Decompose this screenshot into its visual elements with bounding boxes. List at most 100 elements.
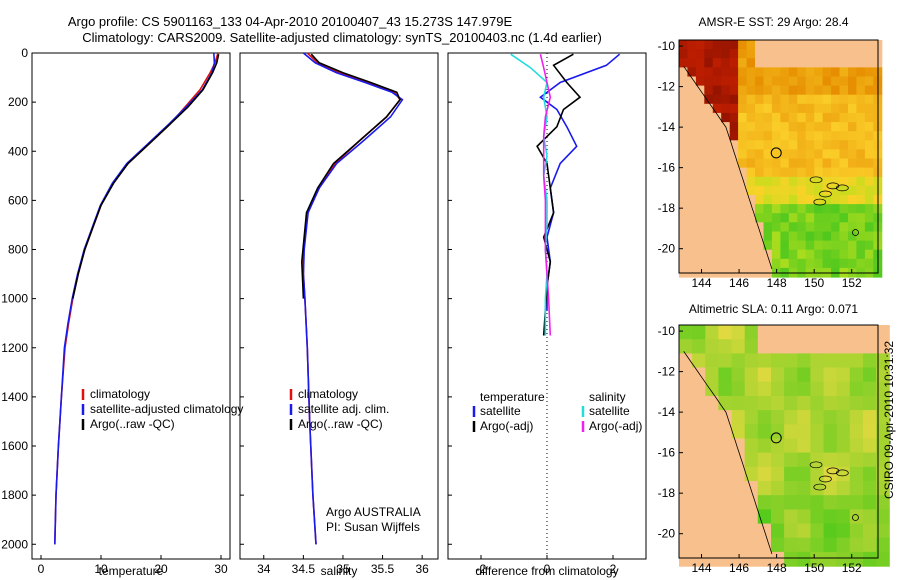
sla-map-cell: [732, 495, 746, 510]
sst-map-cell: [814, 149, 823, 159]
sla-map-cell: [797, 410, 811, 425]
temperature-xlabel: temperature: [99, 564, 164, 578]
sst-map-cell: [738, 232, 747, 242]
sla-map-cell: [679, 453, 693, 468]
sst-map-cell: [865, 186, 874, 196]
sst-map-cell: [848, 122, 857, 132]
sst-map-cell: [696, 95, 705, 105]
sla-map-cell: [758, 410, 772, 425]
sla-xtick-label: 146: [729, 561, 749, 575]
sla-map-cell: [824, 396, 838, 411]
sst-map-cell: [814, 213, 823, 223]
sla-map-cell: [771, 495, 785, 510]
sst-map-cell: [755, 204, 764, 214]
sla-map-cell: [850, 410, 864, 425]
sst-map-cell: [764, 40, 773, 50]
sla-map-cell: [732, 410, 746, 425]
sst-map-cell: [856, 159, 865, 169]
sla-map-cell: [705, 439, 719, 454]
sst-xtick-label: 150: [804, 276, 824, 290]
sst-map-cell: [823, 250, 832, 260]
sst-map-cell: [856, 168, 865, 178]
sst-map-cell: [687, 168, 696, 178]
sla-map-cell: [718, 509, 732, 524]
sst-map-cell: [772, 232, 781, 242]
sst-map-cell: [764, 232, 773, 242]
sla-map-cell: [784, 424, 798, 439]
sla-map-cell: [771, 538, 785, 553]
sst-map-cell: [747, 113, 756, 123]
sst-map-cell: [713, 49, 722, 59]
sla-map-cell: [758, 382, 772, 397]
sst-map-cell: [865, 104, 874, 114]
sla-map-cell: [705, 368, 719, 383]
sst-map-cell: [797, 40, 806, 50]
sst-map-cell: [865, 58, 874, 68]
sla-map-cell: [718, 339, 732, 354]
sla-ytick-label: -12: [658, 365, 676, 379]
sla-map-cell: [810, 467, 824, 482]
sla-map-cell: [771, 481, 785, 496]
sst-map-cell: [730, 122, 739, 132]
sst-map-cell: [797, 58, 806, 68]
sla-map-cell: [758, 396, 772, 411]
sst-map-cell: [679, 67, 688, 77]
sla-map-cell: [745, 382, 759, 397]
sst-map-cell: [789, 222, 798, 232]
sla-map-cell: [824, 538, 838, 553]
sst-map-cell: [696, 259, 705, 269]
sla-map-cell: [771, 509, 785, 524]
depth-ytick-label: 1000: [1, 292, 28, 306]
sst-map-cell: [772, 113, 781, 123]
sst-map-cell: [823, 232, 832, 242]
sst-map-cell: [797, 122, 806, 132]
sst-map-cell: [687, 177, 696, 187]
sla-map-cell: [824, 453, 838, 468]
sla-map-cell: [745, 453, 759, 468]
sst-map-cell: [772, 86, 781, 96]
sst-map-cell: [764, 67, 773, 77]
sla-map-cell: [837, 424, 851, 439]
difference-panel: -2 0 2difference from climatologytemperatu…: [448, 53, 646, 578]
sst-map-cell: [738, 58, 747, 68]
sst-map-cell: [704, 241, 713, 251]
sst-map-cell: [806, 250, 815, 260]
sst-map-cell: [721, 40, 730, 50]
sst-xtick-label: 146: [729, 276, 749, 290]
sst-map-cell: [738, 95, 747, 105]
sst-map-cell: [772, 159, 781, 169]
sst-map-cell: [713, 58, 722, 68]
sst-map-cell: [840, 95, 849, 105]
sst-map-cell: [806, 232, 815, 242]
sst-map-cell: [721, 168, 730, 178]
sst-map-cell: [679, 77, 688, 87]
sst-map-cell: [840, 213, 849, 223]
sla-map-cell: [718, 353, 732, 368]
sst-map-cell: [730, 213, 739, 223]
sst-map-cell: [814, 113, 823, 123]
sst-map-cell: [789, 241, 798, 251]
sla-map-cell: [824, 325, 838, 340]
sst-map-cell: [848, 149, 857, 159]
sla-map-cell: [745, 538, 759, 553]
sst-map-cell: [738, 241, 747, 251]
sla-map-cell: [850, 339, 864, 354]
sst-map-cell: [730, 241, 739, 251]
sla-map-cell: [784, 382, 798, 397]
sla-map-cell: [705, 382, 719, 397]
sla-map-cell: [771, 524, 785, 539]
sst-ytick-label: -20: [658, 242, 676, 256]
sst-map-cell: [687, 67, 696, 77]
sla-map-cell: [771, 467, 785, 482]
sst-map-cell: [713, 95, 722, 105]
sst-map-cell: [764, 177, 773, 187]
sst-map-cell: [679, 104, 688, 114]
sla-map-cell: [692, 467, 706, 482]
sst-map-cell: [797, 250, 806, 260]
sst-map-cell: [687, 104, 696, 114]
sla-map-cell: [797, 396, 811, 411]
sst-map-cell: [704, 77, 713, 87]
sla-map-cell: [679, 325, 693, 340]
sla-map-cell: [732, 524, 746, 539]
sst-map-cell: [789, 40, 798, 50]
